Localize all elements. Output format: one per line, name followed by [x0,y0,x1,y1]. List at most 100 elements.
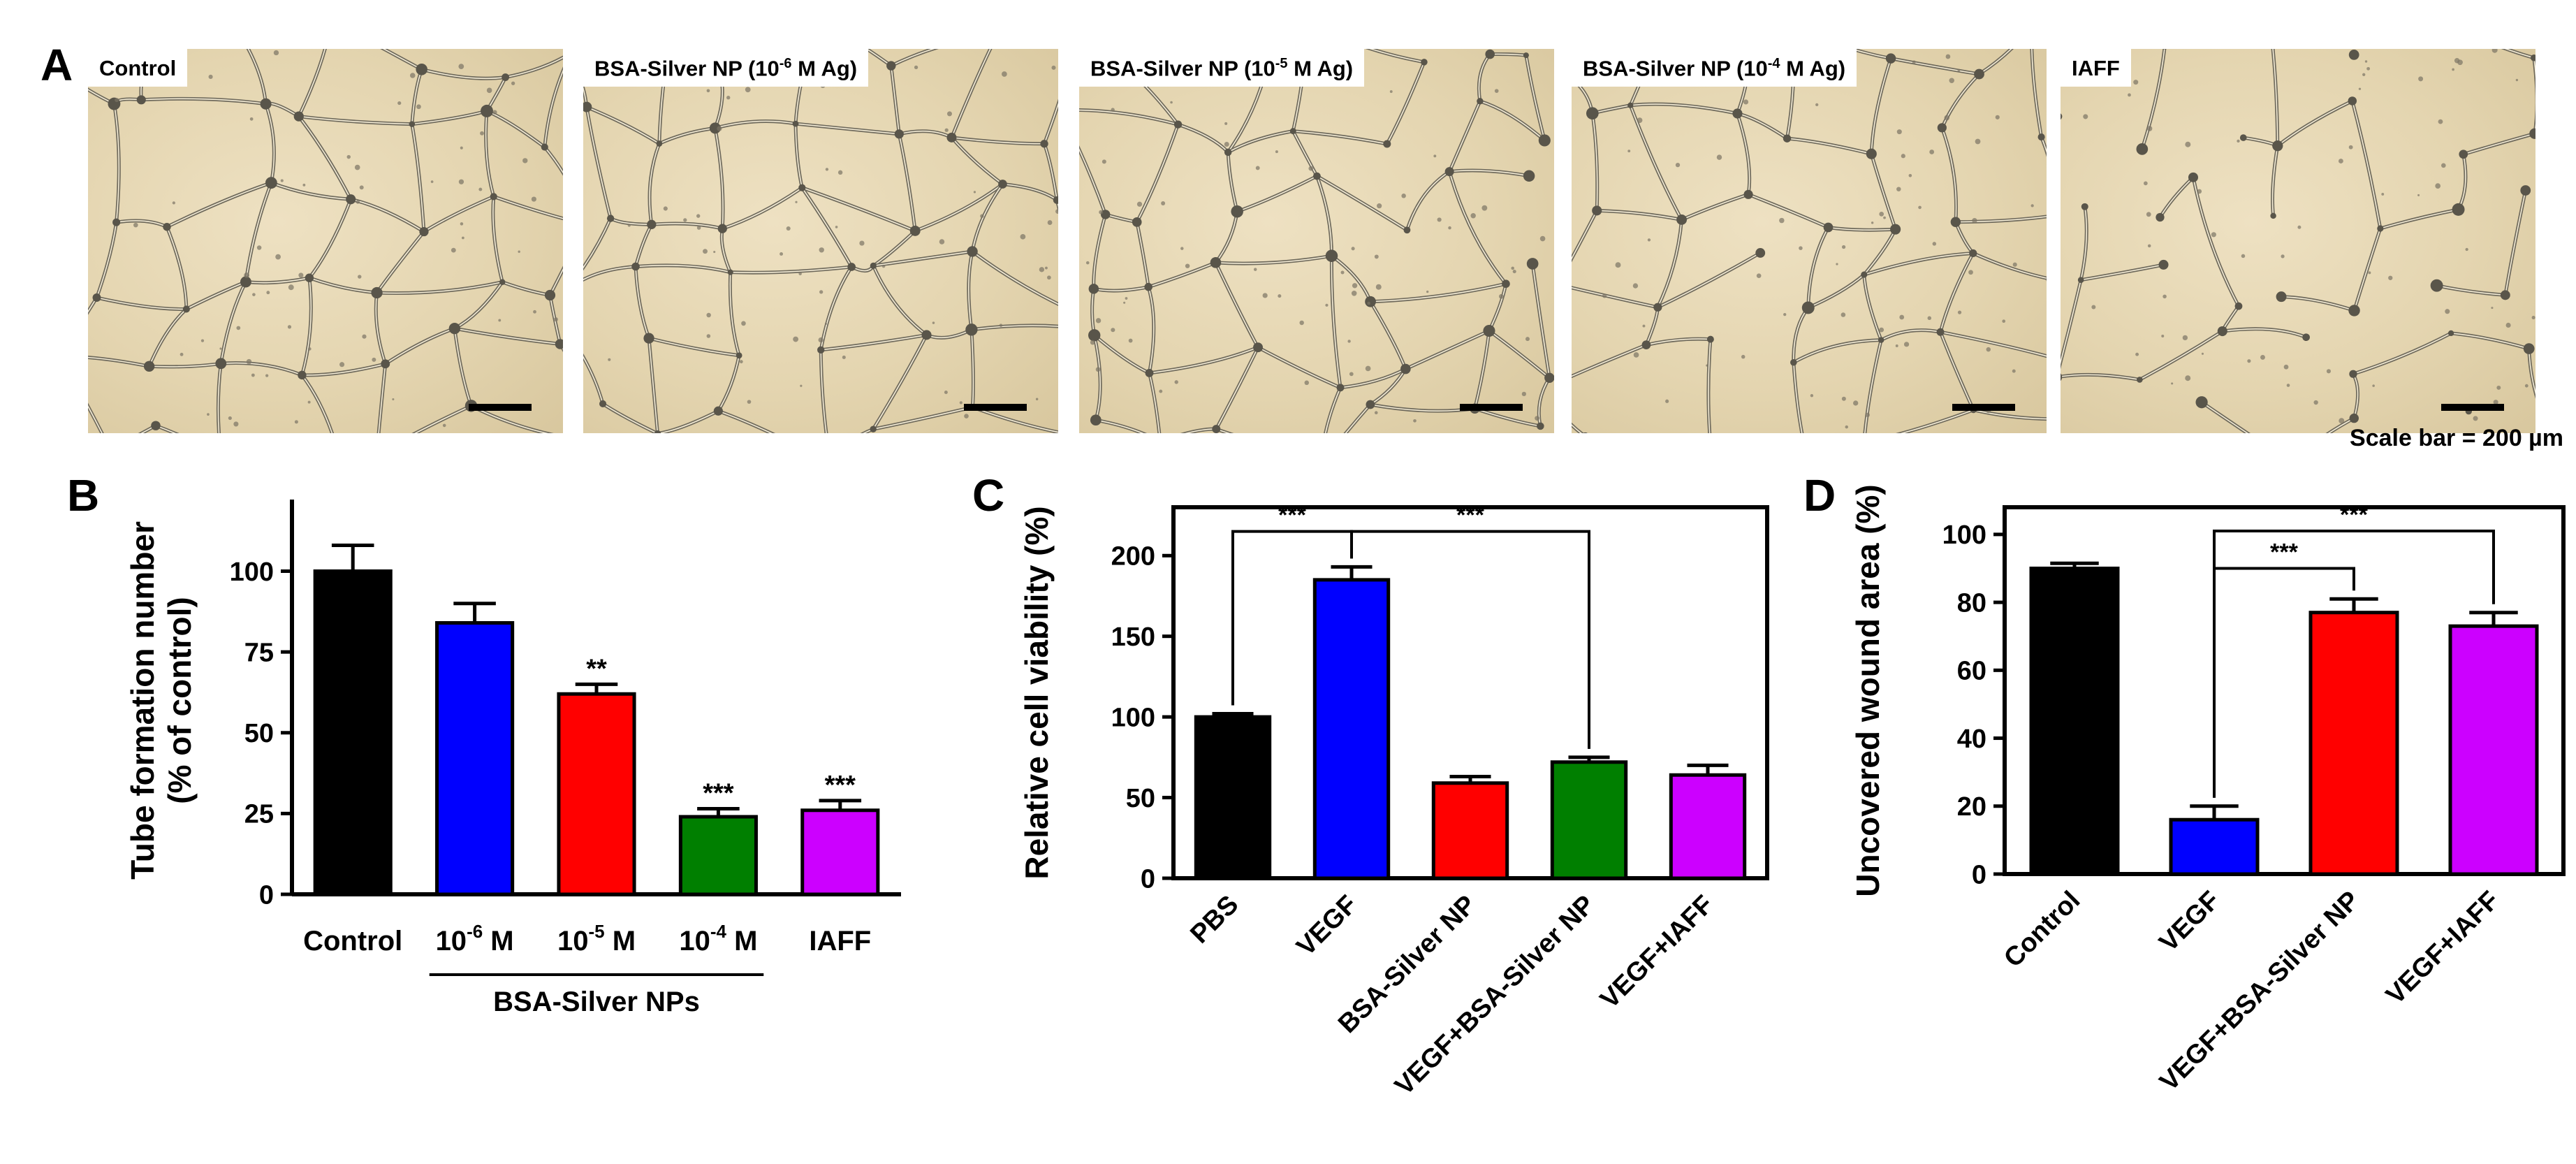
significance-label: *** [1278,502,1307,529]
cell-cluster [713,406,723,416]
cell-tube-highlight [1900,409,1974,433]
cell-debris [824,322,828,325]
cell-debris [308,347,312,351]
cell-tube-highlight [1630,105,1683,220]
cell-debris [1602,293,1607,298]
cell-debris [1308,166,1314,171]
y-axis-title-line2: (% of control) [161,597,198,803]
cell-debris [1099,210,1104,214]
cell-tube-highlight [2327,417,2355,433]
cell-cluster [2349,413,2359,423]
cell-cluster [1544,372,1554,383]
cell-cluster [1866,148,1877,159]
y-tick-label: 100 [230,558,274,587]
cell-tube [2325,416,2356,433]
cell-debris [881,264,886,268]
cell-cluster [305,273,314,282]
cell-debris [287,325,292,329]
cell-tube-highlight [715,128,724,229]
cell-cluster [2348,305,2360,317]
cell-cluster [1755,248,1766,258]
cell-tube [949,136,1004,186]
bar [1550,760,1628,880]
cell-tube-highlight [1324,387,1341,433]
cell-tube [1971,408,2047,421]
cell-tube-highlight [821,334,927,351]
cell-tube-highlight [1449,101,1481,172]
cell-cluster [448,322,461,335]
cell-tube-highlight [1094,335,1150,374]
cell-debris [2515,78,2519,82]
cell-debris [696,226,701,230]
y-tick-label: 50 [1126,784,1155,813]
cell-debris [1035,398,1039,400]
x-tick-label: VEGF [2154,886,2226,958]
cell-debris [696,214,701,218]
cell-cluster [298,370,307,380]
cell-debris [1525,337,1530,342]
cell-tube-highlight [245,277,310,284]
cell-tube-highlight [1474,407,1541,427]
scale-bar [469,404,532,411]
cell-tube-highlight [1340,368,1406,388]
cell-cluster [293,111,304,122]
cell-debris [236,326,241,330]
cell-debris [1055,209,1058,214]
micrograph-label: BSA-Silver NP (10-5 M Ag) [1079,49,1365,87]
cell-debris [1347,340,1351,343]
x-tick-label: PBS [1185,890,1244,950]
panel-label-d: D [1803,470,1836,521]
significance-bracket [1350,530,1590,749]
cell-cluster [2137,377,2143,383]
cell-tube-highlight [972,407,1058,433]
cell-cluster [1403,226,1411,234]
cell-tube-highlight [1093,335,1101,421]
cell-tube-highlight [166,182,272,228]
significance-label: *** [2340,502,2369,528]
cell-cluster [1477,98,1484,105]
cell-debris [1123,301,1126,304]
cell-cluster [265,177,277,189]
cell-cluster [490,193,497,201]
cell-tube-highlight [795,124,803,188]
chart-c-cell-viability: 0 50 100 150 200 Relative cell viability (%) P… [1018,502,1769,1101]
cell-tube [1176,122,1230,154]
cell-debris [1972,218,1977,224]
cell-cluster [2239,134,2247,141]
cell-tube-highlight [729,272,740,356]
cell-tube [1644,305,1660,347]
cell-tube [601,402,659,433]
cell-debris [2281,254,2285,259]
cell-debris [1085,261,1090,265]
cell-tube [1329,254,1373,304]
cell-tube [647,141,661,226]
cell-debris [1374,254,1379,259]
cell-tube-highlight [1525,55,1546,141]
bar [1194,715,1272,880]
cell-tube [485,109,547,150]
cell-debris [2368,271,2371,275]
cell-tube-highlight [2159,177,2194,218]
cell-tube [2158,175,2195,219]
cell-tube [2351,331,2453,376]
cell-tube [1329,254,1342,390]
y-tick-label: 100 [1111,703,1155,732]
cell-cluster [1383,140,1391,148]
cell-tube-highlight [657,410,719,433]
cell-debris [2452,68,2454,71]
cell-tube-highlight [2504,49,2535,59]
cell-tube [1368,282,1508,304]
cell-cluster [1523,170,1535,182]
cell-tube [300,276,313,377]
y-tick-label: 80 [1957,588,1986,618]
cell-tube [1879,328,1942,342]
cell-debris [1136,201,1143,207]
cell-cluster [481,104,493,117]
cell-cluster [2459,150,2468,159]
cell-cluster [1090,414,1102,426]
cell-tube-highlight [2277,100,2353,147]
cell-tube [1213,210,1239,265]
cell-cluster [1592,205,1602,216]
cell-debris [608,358,611,361]
scale-bar [2441,404,2504,411]
